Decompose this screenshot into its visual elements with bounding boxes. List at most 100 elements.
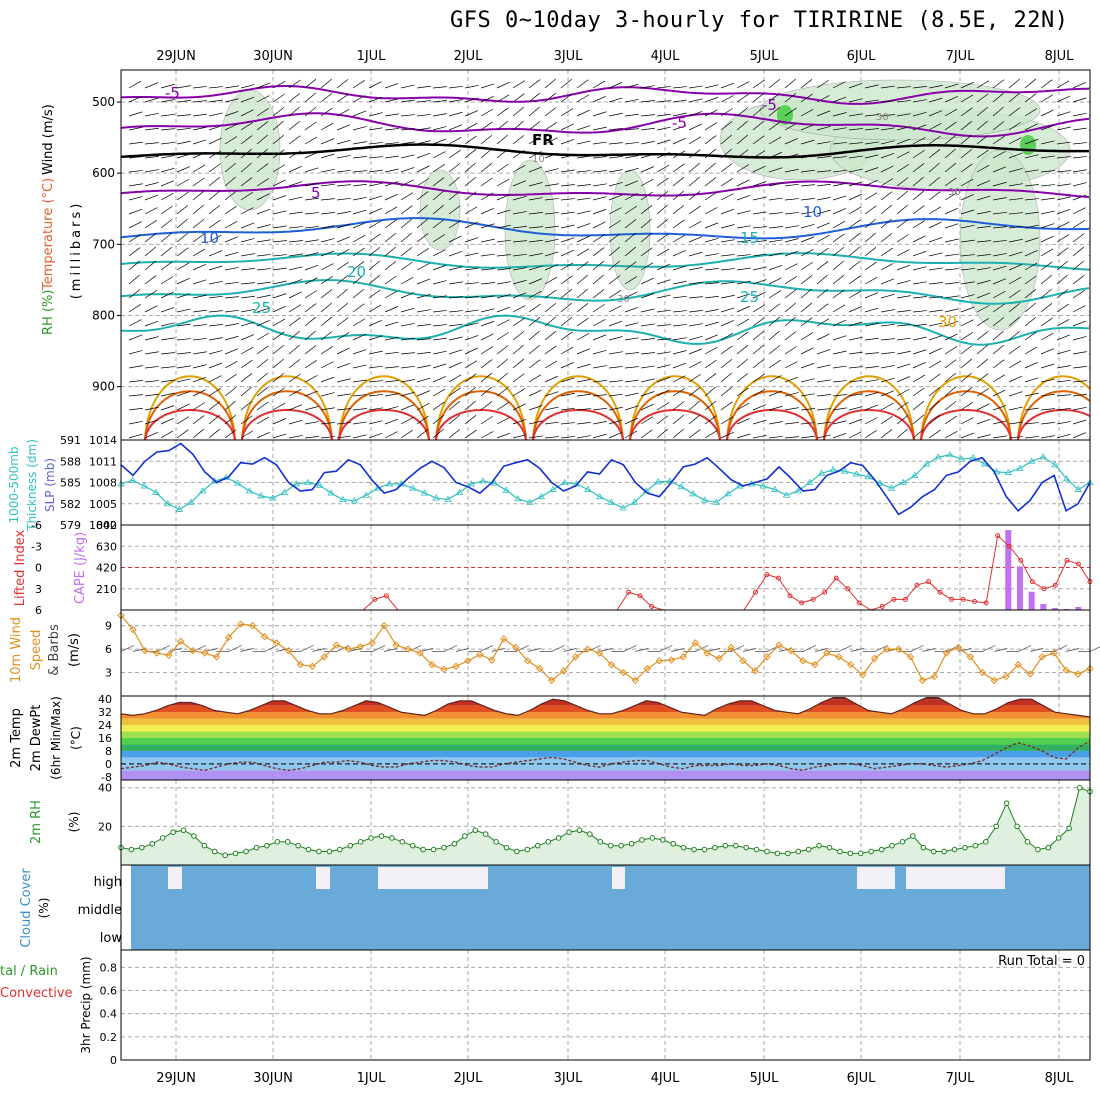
wind-barb	[432, 280, 447, 285]
wind-barb	[816, 209, 831, 215]
wind-barb	[1040, 348, 1055, 355]
wind-barb	[656, 177, 669, 187]
wind-barb	[880, 309, 895, 313]
wind-barb	[784, 263, 798, 271]
li-tick: -3	[31, 540, 42, 553]
wind-barb	[608, 82, 623, 89]
wind-barb	[432, 113, 447, 117]
wind-barb	[352, 333, 366, 341]
wind-barb	[960, 432, 975, 439]
wind-barb	[1040, 94, 1054, 103]
rh-shade	[419, 169, 461, 251]
wind-barb	[1040, 378, 1055, 383]
wind-barb	[304, 303, 317, 313]
wind-barb	[592, 334, 607, 341]
wind-barb	[688, 335, 703, 341]
wind-barb	[240, 135, 253, 145]
surface-wind-barb	[659, 645, 673, 652]
wind-barb	[848, 418, 863, 425]
wind-barb	[832, 365, 847, 369]
wind-barb	[592, 126, 607, 131]
wind-barb	[1008, 289, 1021, 299]
wind-barb	[752, 304, 766, 313]
wind-barb	[864, 337, 879, 341]
wind-barb	[896, 310, 911, 313]
wind-barb	[176, 153, 191, 159]
wind-barb	[304, 390, 319, 397]
wind-barb	[880, 377, 895, 383]
lifted-index-point	[776, 575, 782, 581]
wind-barb	[736, 81, 750, 89]
wind-barb	[1056, 349, 1071, 355]
wind-barb	[1056, 126, 1071, 131]
wind-barb	[304, 239, 319, 243]
wind-barb	[560, 78, 573, 89]
wind-barb	[384, 83, 399, 89]
wind-barb	[768, 277, 782, 285]
wind-barb	[544, 345, 557, 355]
wind-barb	[336, 109, 350, 117]
wind-barb	[816, 155, 831, 159]
wind-barb	[720, 268, 735, 271]
wind-barb	[992, 253, 1007, 257]
wind-barb	[576, 170, 591, 173]
rh-point	[930, 848, 937, 855]
wind-barb	[320, 289, 333, 299]
wind-barb	[1024, 346, 1038, 355]
wind-barb	[784, 153, 799, 159]
wind-speed-point	[631, 676, 640, 685]
wind-barb	[288, 304, 302, 313]
wind-barb	[288, 120, 301, 131]
wind-barb	[1008, 302, 1021, 313]
wind-barb	[768, 151, 782, 159]
wind-barb	[400, 292, 415, 299]
wind-barb	[464, 347, 478, 355]
wind-barb	[576, 363, 591, 369]
wind-barb	[528, 389, 542, 397]
wind-barb	[800, 223, 815, 229]
wind-barb	[912, 349, 927, 355]
wind-barb	[1008, 168, 1023, 173]
wind-barb	[1056, 260, 1069, 271]
wind-barb	[704, 359, 717, 369]
wind-barb	[544, 406, 559, 411]
wind-barb	[864, 307, 879, 313]
wind-barb	[960, 402, 973, 411]
wind-barb	[496, 120, 509, 131]
surface-wind-barb	[982, 645, 996, 652]
isotherm-arch	[920, 375, 1012, 440]
wind-barb	[656, 338, 671, 341]
wind-barb	[944, 346, 958, 355]
wind-barb	[1008, 375, 1022, 383]
wind-barb	[544, 330, 557, 341]
wind-barb	[256, 320, 270, 327]
wind-barb	[768, 167, 783, 173]
wind-barb	[496, 254, 511, 257]
slp-tick: 1002	[89, 519, 117, 532]
wind-barb	[384, 260, 397, 271]
thickness-point	[619, 504, 627, 511]
wind-barb	[544, 212, 559, 215]
wind-barb	[944, 134, 957, 145]
surface-wind-barb	[802, 645, 817, 652]
wind-barb	[656, 248, 670, 257]
wind-barb	[800, 79, 813, 89]
temp-band	[121, 712, 1090, 719]
rh-point	[597, 839, 604, 845]
precip-tick: 0.4	[100, 1008, 118, 1021]
wind-barb	[816, 222, 831, 229]
wind-barb	[576, 274, 589, 285]
rh-point	[493, 839, 499, 845]
wind-barb	[960, 94, 974, 103]
wind-barb	[416, 278, 431, 285]
wind-barb	[496, 148, 509, 159]
wind-barb	[1024, 331, 1037, 341]
wind-barb	[576, 422, 591, 425]
wind-speed-point	[811, 661, 819, 669]
wind-barb	[1024, 288, 1037, 299]
thickness-point	[1062, 475, 1071, 482]
label-convective: Convective	[0, 986, 73, 1001]
wind-barb	[416, 233, 429, 243]
thickness-point	[514, 495, 522, 502]
wind-barb	[272, 134, 285, 145]
